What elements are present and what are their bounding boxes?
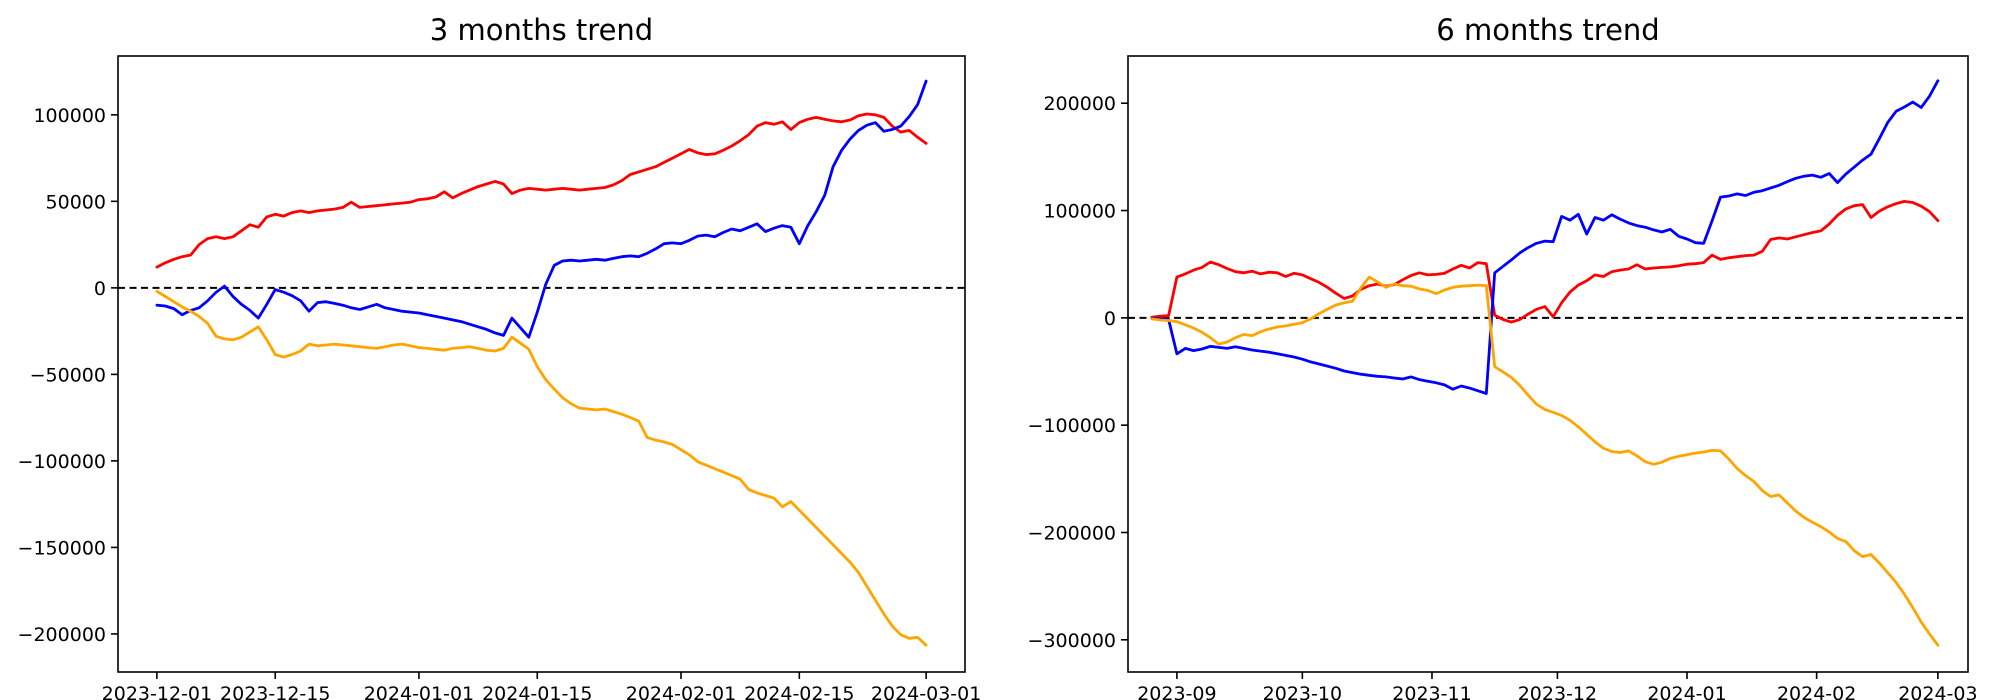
y-tick-label: −200000 (1028, 522, 1116, 544)
y-tick-label: 100000 (33, 105, 106, 127)
x-tick-label: 2024-01-15 (482, 683, 592, 700)
plot-border (1127, 55, 1969, 673)
plot-border (117, 55, 966, 673)
y-tick-label: −200000 (18, 624, 106, 646)
x-tick-label: 2023-12-15 (220, 683, 330, 700)
chart-6-months-canvas: 6 months trend 200000 100000 0 −100000 −20000… (1028, 13, 1978, 700)
x-tick-label: 2023-10 (1263, 683, 1342, 700)
series-line-red (155, 112, 928, 269)
x-tick-label: 2023-12-01 (102, 683, 212, 700)
series-line-red (1150, 199, 1940, 324)
y-tick-label: 100000 (1043, 201, 1116, 223)
y-tick-label: −50000 (30, 364, 106, 386)
x-tick-label: 2023-12 (1518, 683, 1597, 700)
x-tick-label: 2024-01 (1647, 683, 1726, 700)
chart-panel-3-months: 3 months trend 100000 50000 0 −50000 −100000 −… (18, 13, 982, 700)
series-line-blue (1150, 79, 1940, 395)
x-tick-label: 2024-02 (1777, 683, 1856, 700)
series-line-orange (1150, 275, 1940, 647)
x-tick-label: 2024-02-15 (744, 683, 854, 700)
chart-title: 3 months trend (430, 13, 653, 47)
chart-3-months-canvas: 3 months trend 100000 50000 0 −50000 −100000 −… (18, 13, 982, 700)
y-tick-label: −100000 (1028, 415, 1116, 437)
y-tick-label: −150000 (18, 537, 106, 559)
x-tick-label: 2024-02-01 (626, 683, 736, 700)
chart-title: 6 months trend (1436, 13, 1659, 47)
y-tick-label: −100000 (18, 451, 106, 473)
x-tick-label: 2024-01-01 (364, 683, 474, 700)
x-tick-label: 2023-09 (1137, 683, 1216, 700)
y-tick-label: 200000 (1043, 93, 1116, 115)
y-tick-label: 0 (94, 278, 106, 300)
series-line-orange (155, 289, 928, 647)
series-line-blue (155, 79, 928, 339)
y-tick-label: 50000 (46, 191, 106, 213)
x-tick-label: 2023-11 (1392, 683, 1471, 700)
y-tick-label: 0 (1104, 308, 1116, 330)
x-tick-label: 2024-03 (1898, 683, 1977, 700)
y-tick-label: −300000 (1028, 630, 1116, 652)
x-tick-label: 2024-03-01 (871, 683, 981, 700)
chart-panel-6-months: 6 months trend 200000 100000 0 −100000 −20000… (1000, 0, 2000, 700)
